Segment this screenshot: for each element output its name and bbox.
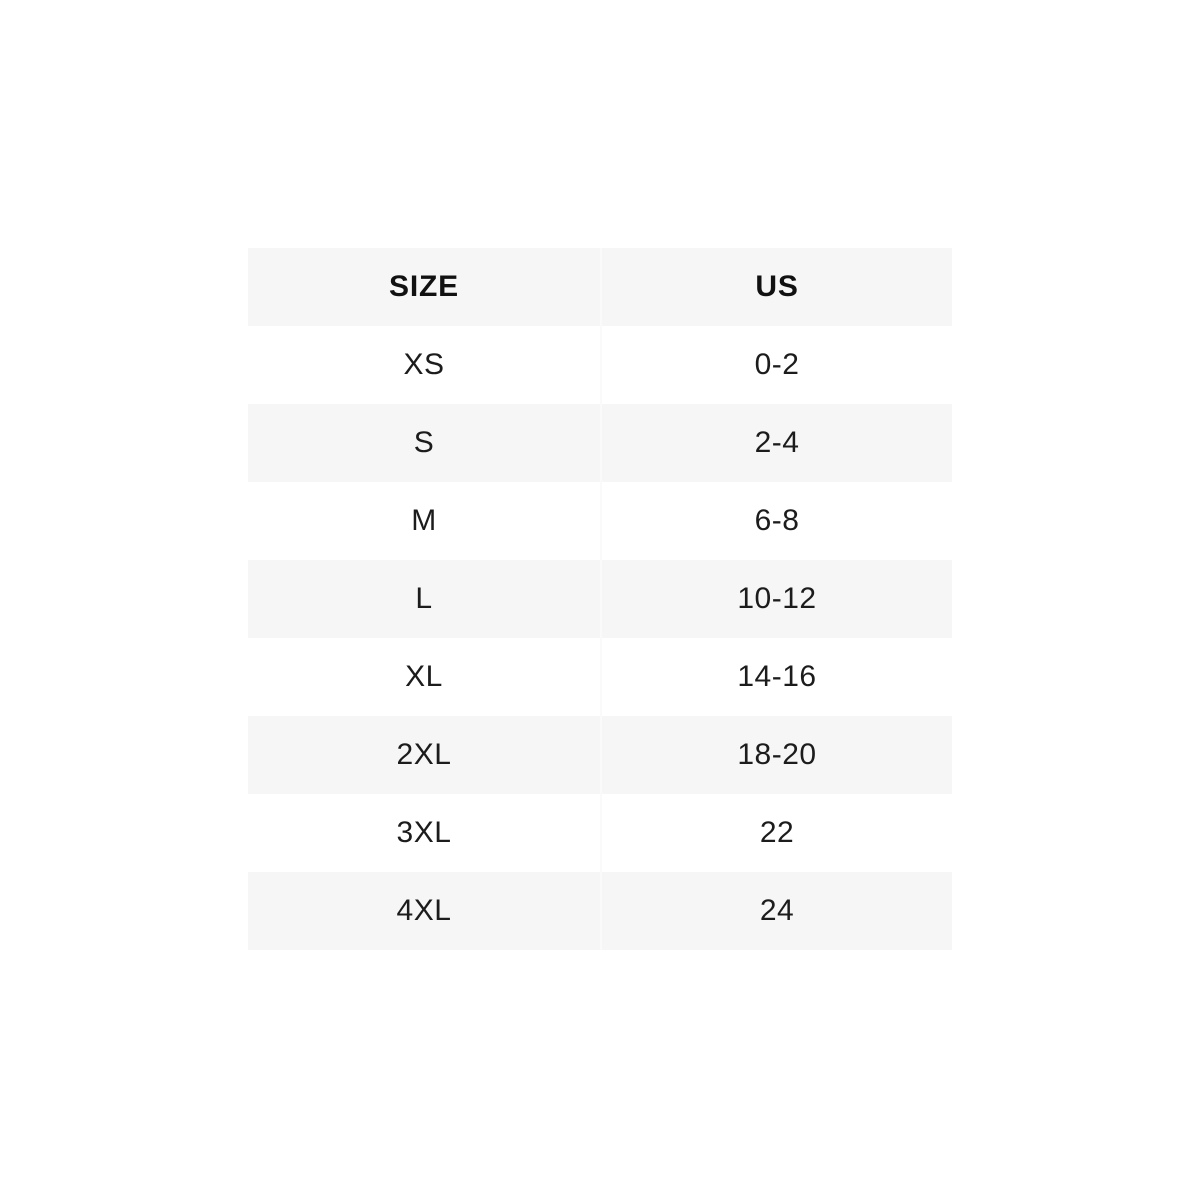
table-row: 4XL 24 xyxy=(248,872,952,950)
size-cell: 2XL xyxy=(396,738,452,771)
table-row: S 2-4 xyxy=(248,404,952,482)
us-cell: 22 xyxy=(600,794,952,872)
size-cell: S xyxy=(413,426,435,459)
table-row: XS 0-2 xyxy=(248,326,952,404)
table-row: 2XL 18-20 xyxy=(248,716,952,794)
size-cell: L xyxy=(415,582,433,615)
size-cell: 3XL xyxy=(396,816,452,849)
column-header-size: SIZE xyxy=(389,270,459,303)
size-cell: XS xyxy=(403,348,445,381)
table-row: 3XL 22 xyxy=(248,794,952,872)
table-row: M 6-8 xyxy=(248,482,952,560)
us-cell: 18-20 xyxy=(600,716,952,794)
size-cell: XL xyxy=(405,660,443,693)
header-row: SIZE US xyxy=(248,248,952,326)
column-header-us: US xyxy=(600,248,952,326)
us-cell: 10-12 xyxy=(600,560,952,638)
us-cell: 0-2 xyxy=(600,326,952,404)
us-cell: 2-4 xyxy=(600,404,952,482)
table-row: L 10-12 xyxy=(248,560,952,638)
us-cell: 14-16 xyxy=(600,638,952,716)
us-cell: 6-8 xyxy=(600,482,952,560)
size-chart-table: SIZE US XS 0-2 S 2-4 M 6-8 L 10-12 XL 14… xyxy=(248,248,952,950)
size-cell: M xyxy=(411,504,437,537)
table-row: XL 14-16 xyxy=(248,638,952,716)
us-cell: 24 xyxy=(600,872,952,950)
size-cell: 4XL xyxy=(396,894,452,927)
